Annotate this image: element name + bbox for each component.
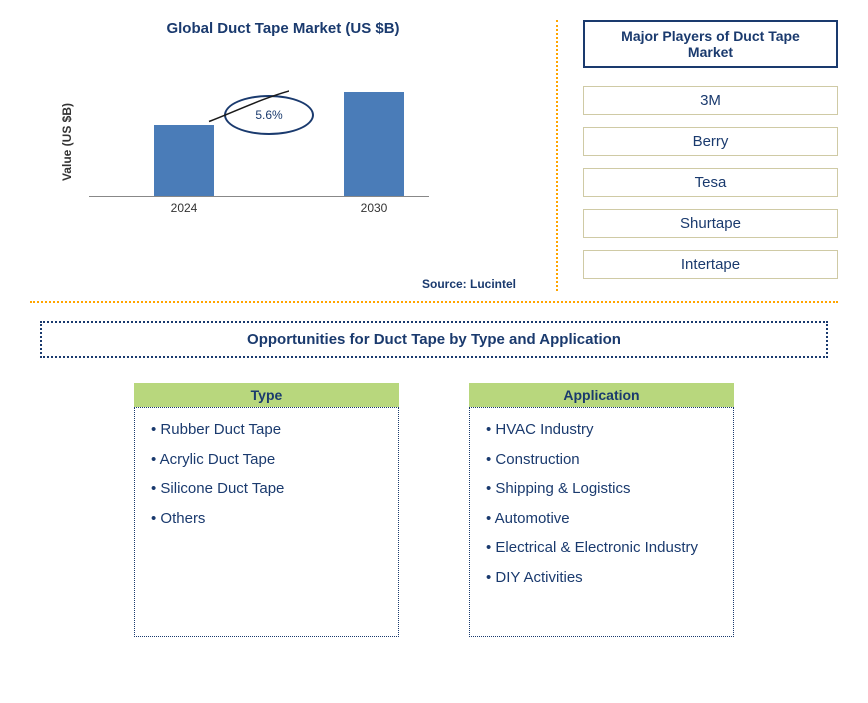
bar-2030 — [344, 92, 404, 196]
player-item: Shurtape — [583, 209, 838, 238]
list-item: Construction — [486, 450, 717, 470]
chart-wrap: Value (US $B) 5.6% 2024 — [60, 67, 536, 217]
opportunities-columns: Type Rubber Duct Tape Acrylic Duct Tape Sil… — [30, 383, 838, 637]
players-title: Major Players of Duct Tape Market — [583, 20, 838, 68]
y-axis-label: Value (US $B) — [60, 103, 74, 181]
list-item: Acrylic Duct Tape — [151, 450, 382, 470]
chart-title: Global Duct Tape Market (US $B) — [30, 20, 536, 37]
x-label-2024: 2024 — [154, 201, 214, 215]
opportunities-title: Opportunities for Duct Tape by Type and … — [40, 321, 828, 358]
x-label-2030: 2030 — [344, 201, 404, 215]
player-item: Intertape — [583, 250, 838, 279]
list-item: Silicone Duct Tape — [151, 479, 382, 499]
horizontal-divider — [30, 301, 838, 303]
list-item: Others — [151, 509, 382, 529]
players-panel: Major Players of Duct Tape Market 3M Berr… — [558, 20, 838, 291]
player-item: Berry — [583, 127, 838, 156]
infographic-container: Global Duct Tape Market (US $B) Value (U… — [0, 0, 868, 703]
players-list: 3M Berry Tesa Shurtape Intertape — [583, 86, 838, 279]
growth-rate-oval: 5.6% — [224, 95, 314, 135]
bar-2024 — [154, 125, 214, 197]
chart-panel: Global Duct Tape Market (US $B) Value (U… — [30, 20, 558, 291]
player-item: Tesa — [583, 168, 838, 197]
list-item: Shipping & Logistics — [486, 479, 717, 499]
opportunity-column: Type Rubber Duct Tape Acrylic Duct Tape Sil… — [134, 383, 399, 637]
opportunity-column: Application HVAC Industry Construction Ship… — [469, 383, 734, 637]
list-item: HVAC Industry — [486, 420, 717, 440]
growth-rate-label: 5.6% — [255, 108, 282, 122]
list-item: Automotive — [486, 509, 717, 529]
list-item: Rubber Duct Tape — [151, 420, 382, 440]
top-section: Global Duct Tape Market (US $B) Value (U… — [30, 20, 838, 291]
column-body: HVAC Industry Construction Shipping & Logi… — [469, 407, 734, 637]
source-text: Source: Lucintel — [30, 277, 516, 291]
column-header: Application — [469, 383, 734, 407]
column-header: Type — [134, 383, 399, 407]
player-item: 3M — [583, 86, 838, 115]
column-body: Rubber Duct Tape Acrylic Duct Tape Silicon… — [134, 407, 399, 637]
bar-chart-plot: 5.6% — [89, 67, 429, 197]
list-item: Electrical & Electronic Industry — [486, 538, 717, 558]
list-item: DIY Activities — [486, 568, 717, 588]
